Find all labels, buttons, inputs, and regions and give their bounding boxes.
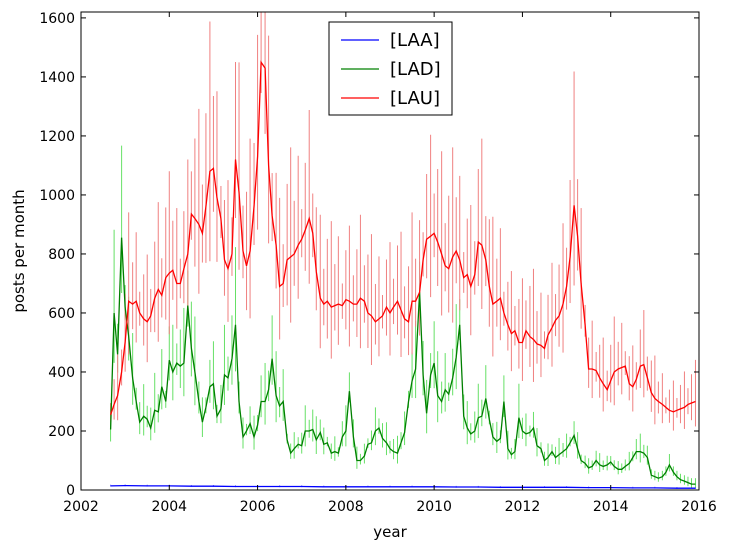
series-line-laa: [110, 484, 696, 489]
x-tick-label: 2016: [681, 499, 717, 515]
x-tick-label: 2010: [416, 499, 452, 515]
plot-frame: [80, 11, 700, 491]
x-axis-title: year: [373, 523, 407, 541]
y-axis-title: posts per month: [10, 189, 28, 312]
y-tick-label: 400: [48, 365, 75, 381]
y-tick-label: 1000: [39, 188, 75, 204]
series-line-lau: [109, 60, 696, 416]
error-bars: [110, 12, 696, 489]
y-tick-label: 1200: [39, 129, 75, 145]
series-lines: [109, 60, 696, 489]
y-tick-label: 800: [48, 247, 75, 263]
y-tick-label: 600: [48, 306, 75, 322]
legend: [LAA] [LAD] [LAU]: [328, 21, 453, 116]
legend-label-lau: [LAU]: [390, 88, 440, 109]
axis-ticks: 2002 2004 2006 2008 2010 2012 2014 2016 0 200 400 6…: [39, 11, 717, 515]
x-tick-label: 2008: [328, 499, 364, 515]
x-tick-label: 2006: [240, 499, 276, 515]
legend-item-laa: [LAA]: [341, 30, 440, 51]
y-tick-label: 1400: [39, 70, 75, 86]
legend-item-lad: [LAD]: [341, 59, 441, 80]
y-tick-label: 0: [66, 483, 75, 499]
legend-label-lad: [LAD]: [390, 59, 441, 80]
x-tick-label: 2012: [505, 499, 541, 515]
x-tick-label: 2014: [593, 499, 629, 515]
x-tick-label: 2002: [63, 499, 99, 515]
legend-item-lau: [LAU]: [341, 88, 440, 109]
legend-label-laa: [LAA]: [390, 30, 440, 51]
y-tick-label: 200: [48, 424, 75, 440]
y-tick-label: 1600: [39, 11, 75, 27]
x-tick-label: 2004: [151, 499, 187, 515]
series-line-lad: [109, 237, 696, 485]
